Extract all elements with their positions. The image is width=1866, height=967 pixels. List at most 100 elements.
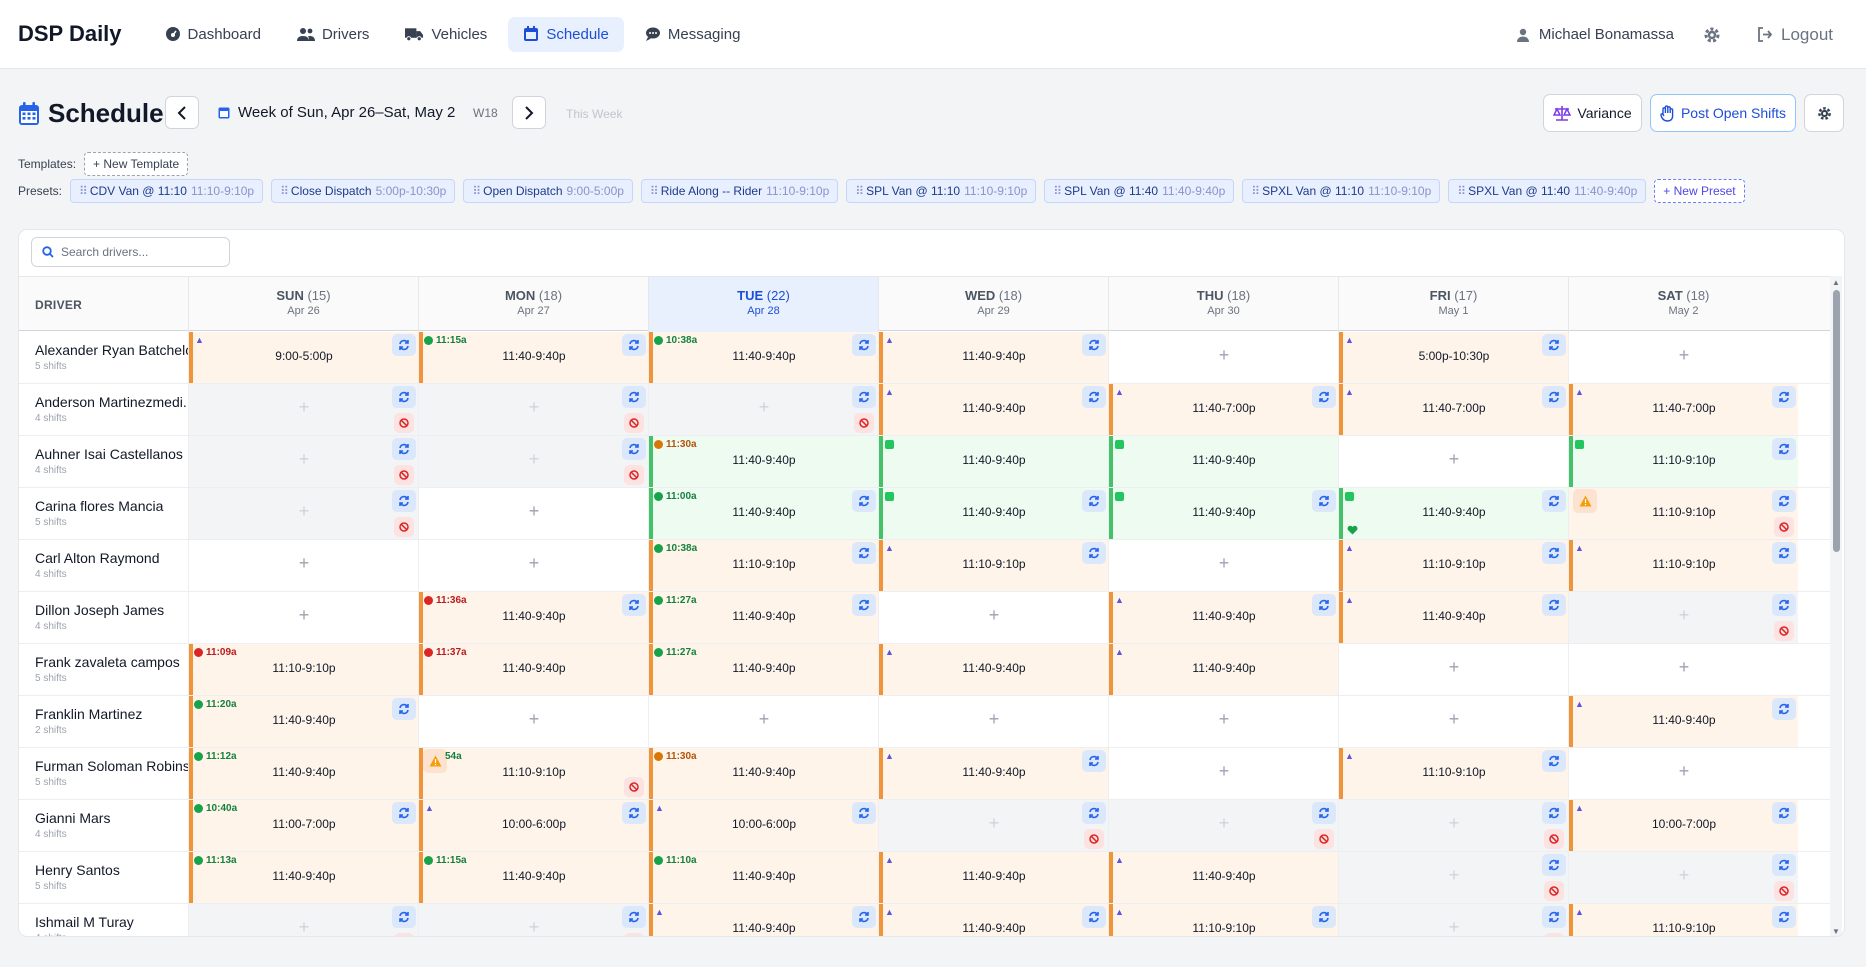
driver-name[interactable]: Frank zavaleta campos [35,654,180,670]
search-input[interactable]: Search drivers... [31,237,230,267]
variance-button[interactable]: Variance [1543,94,1642,132]
swap-icon[interactable] [1772,698,1796,720]
driver-cell[interactable]: Ishmail M Turay 4 shifts [35,914,207,936]
add-shift-icon[interactable]: + [528,449,540,469]
empty-shift-cell[interactable]: + [878,696,1108,747]
logout-button[interactable]: Logout [1756,25,1833,45]
swap-icon[interactable] [1312,490,1336,512]
shift-cell[interactable]: 11:10a 11:40-9:40p [648,852,878,903]
driver-name[interactable]: Dillon Joseph James [35,602,165,618]
swap-icon[interactable] [1542,594,1566,616]
shift-cell[interactable]: 11:00a 11:40-9:40p [648,488,878,539]
unavailable-icon[interactable] [394,517,414,537]
next-week-button[interactable] [512,96,546,129]
shift-cell[interactable]: 11:10-9:10p [1568,436,1798,487]
driver-cell[interactable]: Auhner Isai Castellanos 4 shifts [35,446,207,476]
add-shift-icon[interactable]: + [528,553,540,573]
drag-handle-icon[interactable]: ⠿ [855,184,865,198]
swap-icon[interactable] [852,334,876,356]
empty-shift-cell[interactable]: + [418,488,648,539]
swap-icon[interactable] [1312,906,1336,928]
empty-shift-cell[interactable]: + [1568,332,1798,383]
shift-cell[interactable]: ▲ 11:10-9:10p [1568,540,1798,591]
driver-cell[interactable]: Dillon Joseph James 4 shifts [35,602,207,632]
add-shift-icon[interactable]: + [1678,865,1690,885]
add-shift-icon[interactable]: + [528,709,540,729]
shift-cell[interactable]: ▲ 11:40-7:00p [1108,384,1338,435]
driver-name[interactable]: Ishmail M Turay [35,914,134,930]
add-shift-icon[interactable]: + [298,917,310,937]
nav-vehicles[interactable]: Vehicles [390,17,502,52]
scroll-up-icon[interactable]: ▲ [1832,278,1840,287]
shift-cell[interactable]: ▲ 11:40-9:40p [878,332,1108,383]
shift-cell[interactable]: 11:15a 11:40-9:40p [418,852,648,903]
empty-shift-cell[interactable]: + [1568,592,1798,643]
swap-icon[interactable] [392,802,416,824]
driver-name[interactable]: Henry Santos [35,862,120,878]
add-shift-icon[interactable]: + [1678,345,1690,365]
add-shift-icon[interactable]: + [1448,813,1460,833]
shift-cell[interactable]: 10:38a 11:40-9:40p [648,332,878,383]
shift-cell[interactable]: ▲ 11:40-9:40p [878,904,1108,936]
scrollbar-thumb[interactable] [1833,290,1840,552]
empty-shift-cell[interactable]: + [418,540,648,591]
swap-icon[interactable] [1082,334,1106,356]
add-shift-icon[interactable]: + [1218,813,1230,833]
empty-shift-cell[interactable]: + [1338,696,1568,747]
swap-icon[interactable] [622,438,646,460]
driver-cell[interactable]: Furman Soloman Robins... 5 shifts [35,758,207,788]
unavailable-icon[interactable] [624,933,644,936]
unavailable-icon[interactable] [1314,829,1334,849]
add-shift-icon[interactable]: + [758,709,770,729]
add-shift-icon[interactable]: + [528,397,540,417]
preset-chip[interactable]: ⠿ CDV Van @ 11:10 11:10-9:10p [70,179,264,203]
driver-cell[interactable]: Carl Alton Raymond 4 shifts [35,550,207,580]
shift-cell[interactable]: ▲ 9:00-5:00p [188,332,418,383]
add-shift-icon[interactable]: + [1448,657,1460,677]
shift-cell[interactable]: ▲ 11:10-9:10p [1568,904,1798,936]
swap-icon[interactable] [622,906,646,928]
empty-shift-cell[interactable]: + [1568,644,1798,695]
add-shift-icon[interactable]: + [528,917,540,937]
driver-name[interactable]: Carina flores Mancia [35,498,164,514]
nav-messaging[interactable]: Messaging [630,17,756,52]
shift-cell[interactable]: ▲ 11:40-9:40p [1108,644,1338,695]
unavailable-icon[interactable] [1544,933,1564,936]
shift-cell[interactable]: 11:12a 11:40-9:40p [188,748,418,799]
add-shift-icon[interactable]: + [298,605,310,625]
empty-shift-cell[interactable]: + [878,592,1108,643]
schedule-settings-button[interactable] [1804,94,1844,132]
new-preset-button[interactable]: + New Preset [1654,179,1745,203]
shift-cell[interactable]: ▲ 11:40-9:40p [878,384,1108,435]
swap-icon[interactable] [622,386,646,408]
unavailable-icon[interactable] [624,465,644,485]
swap-icon[interactable] [1772,438,1796,460]
swap-icon[interactable] [1082,386,1106,408]
swap-icon[interactable] [1312,802,1336,824]
swap-icon[interactable] [852,542,876,564]
empty-shift-cell[interactable]: + [1108,800,1338,851]
unavailable-icon[interactable] [1774,621,1794,641]
empty-shift-cell[interactable]: + [418,436,648,487]
preset-chip[interactable]: ⠿ SPL Van @ 11:40 11:40-9:40p [1044,179,1235,203]
swap-icon[interactable] [1542,750,1566,772]
empty-shift-cell[interactable]: + [1568,748,1798,799]
shift-cell[interactable]: ▲ 11:10-9:10p [1338,748,1568,799]
add-shift-icon[interactable]: + [988,709,1000,729]
empty-shift-cell[interactable]: + [1108,540,1338,591]
driver-cell[interactable]: Carina flores Mancia 5 shifts [35,498,207,528]
shift-cell[interactable]: ▲ 11:40-9:40p [1108,852,1338,903]
driver-name[interactable]: Gianni Mars [35,810,111,826]
empty-shift-cell[interactable]: + [188,488,418,539]
empty-shift-cell[interactable]: + [1108,332,1338,383]
shift-cell[interactable]: 11:36a 11:40-9:40p [418,592,648,643]
empty-shift-cell[interactable]: + [1338,800,1568,851]
add-shift-icon[interactable]: + [988,605,1000,625]
drag-handle-icon[interactable]: ⠿ [649,184,659,198]
swap-icon[interactable] [1542,334,1566,356]
driver-name[interactable]: Anderson Martinezmedi... [35,394,195,410]
empty-shift-cell[interactable]: + [418,384,648,435]
empty-shift-cell[interactable]: + [188,384,418,435]
shift-cell[interactable]: 11:27a 11:40-9:40p [648,592,878,643]
swap-icon[interactable] [1772,854,1796,876]
